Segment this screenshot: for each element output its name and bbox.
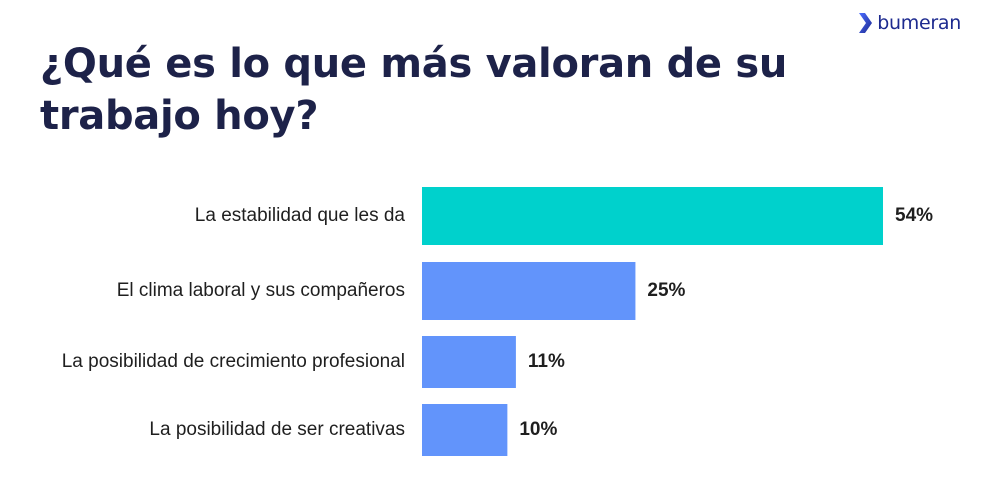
value-label: 11%	[528, 351, 565, 372]
category-label: La posibilidad de crecimiento profesiona…	[62, 351, 405, 372]
value-label: 25%	[647, 280, 685, 301]
bar-2	[422, 262, 636, 320]
category-label: El clima laboral y sus compañeros	[117, 280, 405, 301]
value-label: 10%	[519, 419, 557, 440]
bar-1	[422, 187, 883, 245]
value-label: 54%	[895, 205, 933, 226]
bar-3	[422, 336, 516, 388]
category-label: La posibilidad de ser creativas	[149, 419, 405, 440]
category-label: La estabilidad que les da	[195, 205, 406, 226]
bumeran-logo: bumeran	[857, 12, 961, 34]
chevron-logo-icon	[859, 13, 873, 33]
brand-name: bumeran	[877, 12, 961, 34]
bar-4	[422, 404, 508, 456]
chart-title: ¿Qué es lo que más valoran de su trabajo…	[40, 41, 788, 139]
